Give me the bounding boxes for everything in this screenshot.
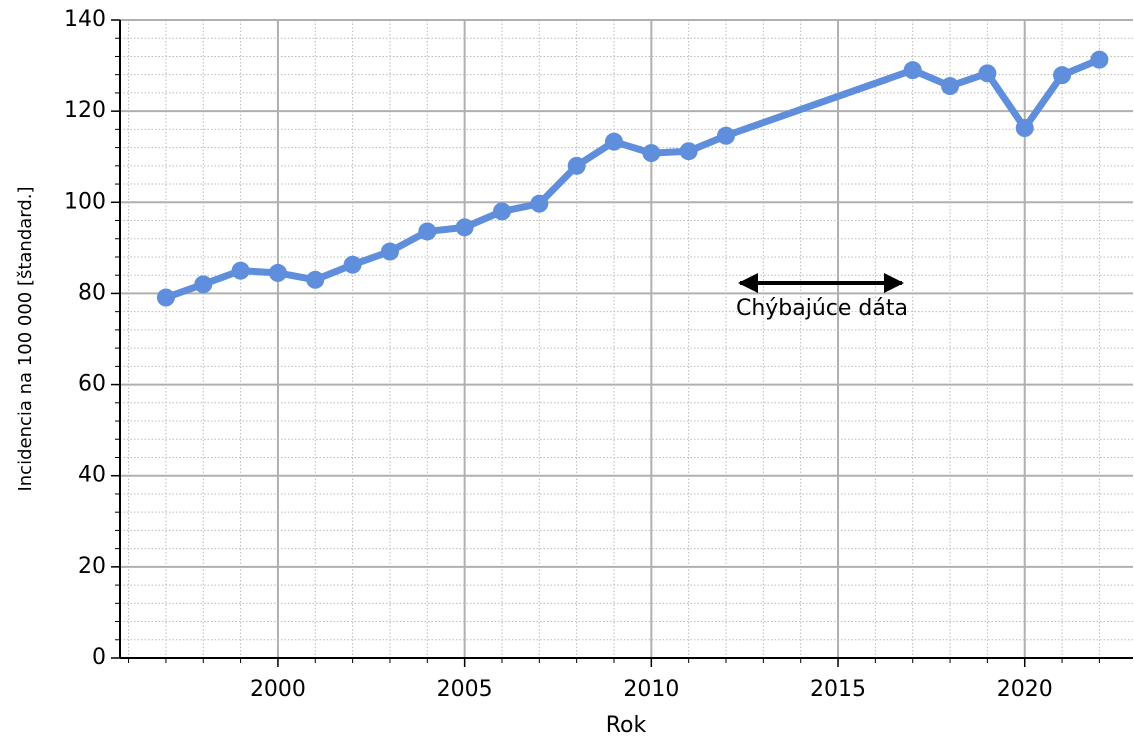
y-tick-label: 60 (78, 372, 106, 397)
data-point (1015, 119, 1034, 138)
data-point (268, 263, 287, 282)
y-tick-label: 140 (64, 7, 106, 32)
data-point (978, 64, 997, 83)
data-point (231, 261, 250, 280)
x-axis-label: Rok (606, 713, 647, 738)
x-tick-label: 2005 (437, 677, 493, 702)
x-tick-label: 2015 (810, 677, 866, 702)
x-tick-label: 2000 (250, 677, 306, 702)
y-tick-label: 80 (78, 280, 106, 305)
data-point (380, 242, 399, 261)
x-tick-label: 2010 (623, 677, 679, 702)
y-tick-label: 0 (92, 645, 106, 670)
data-point (941, 77, 960, 96)
annotation: Chýbajúce dáta (736, 296, 908, 321)
data-point (1053, 66, 1072, 85)
data-point (492, 202, 511, 221)
y-tick-label: 20 (78, 554, 106, 579)
y-tick-label: 100 (64, 189, 106, 214)
data-point (418, 222, 437, 241)
data-point (530, 194, 549, 213)
data-point (679, 142, 698, 161)
x-tick-label: 2020 (997, 677, 1053, 702)
data-point (156, 288, 175, 307)
data-point (642, 144, 661, 163)
y-axis-label: Incidencia na 100 000 [štandard.] (15, 186, 36, 491)
data-point (343, 255, 362, 274)
data-point (1090, 50, 1109, 69)
data-point (194, 275, 213, 294)
data-point (306, 270, 325, 289)
y-tick-label: 40 (78, 463, 106, 488)
y-tick-label: 120 (64, 98, 106, 123)
data-line (164, 56, 1101, 301)
data-point (567, 156, 586, 175)
data-point (455, 218, 474, 237)
data-point (903, 61, 922, 80)
data-point (717, 126, 736, 145)
data-point (604, 132, 623, 151)
